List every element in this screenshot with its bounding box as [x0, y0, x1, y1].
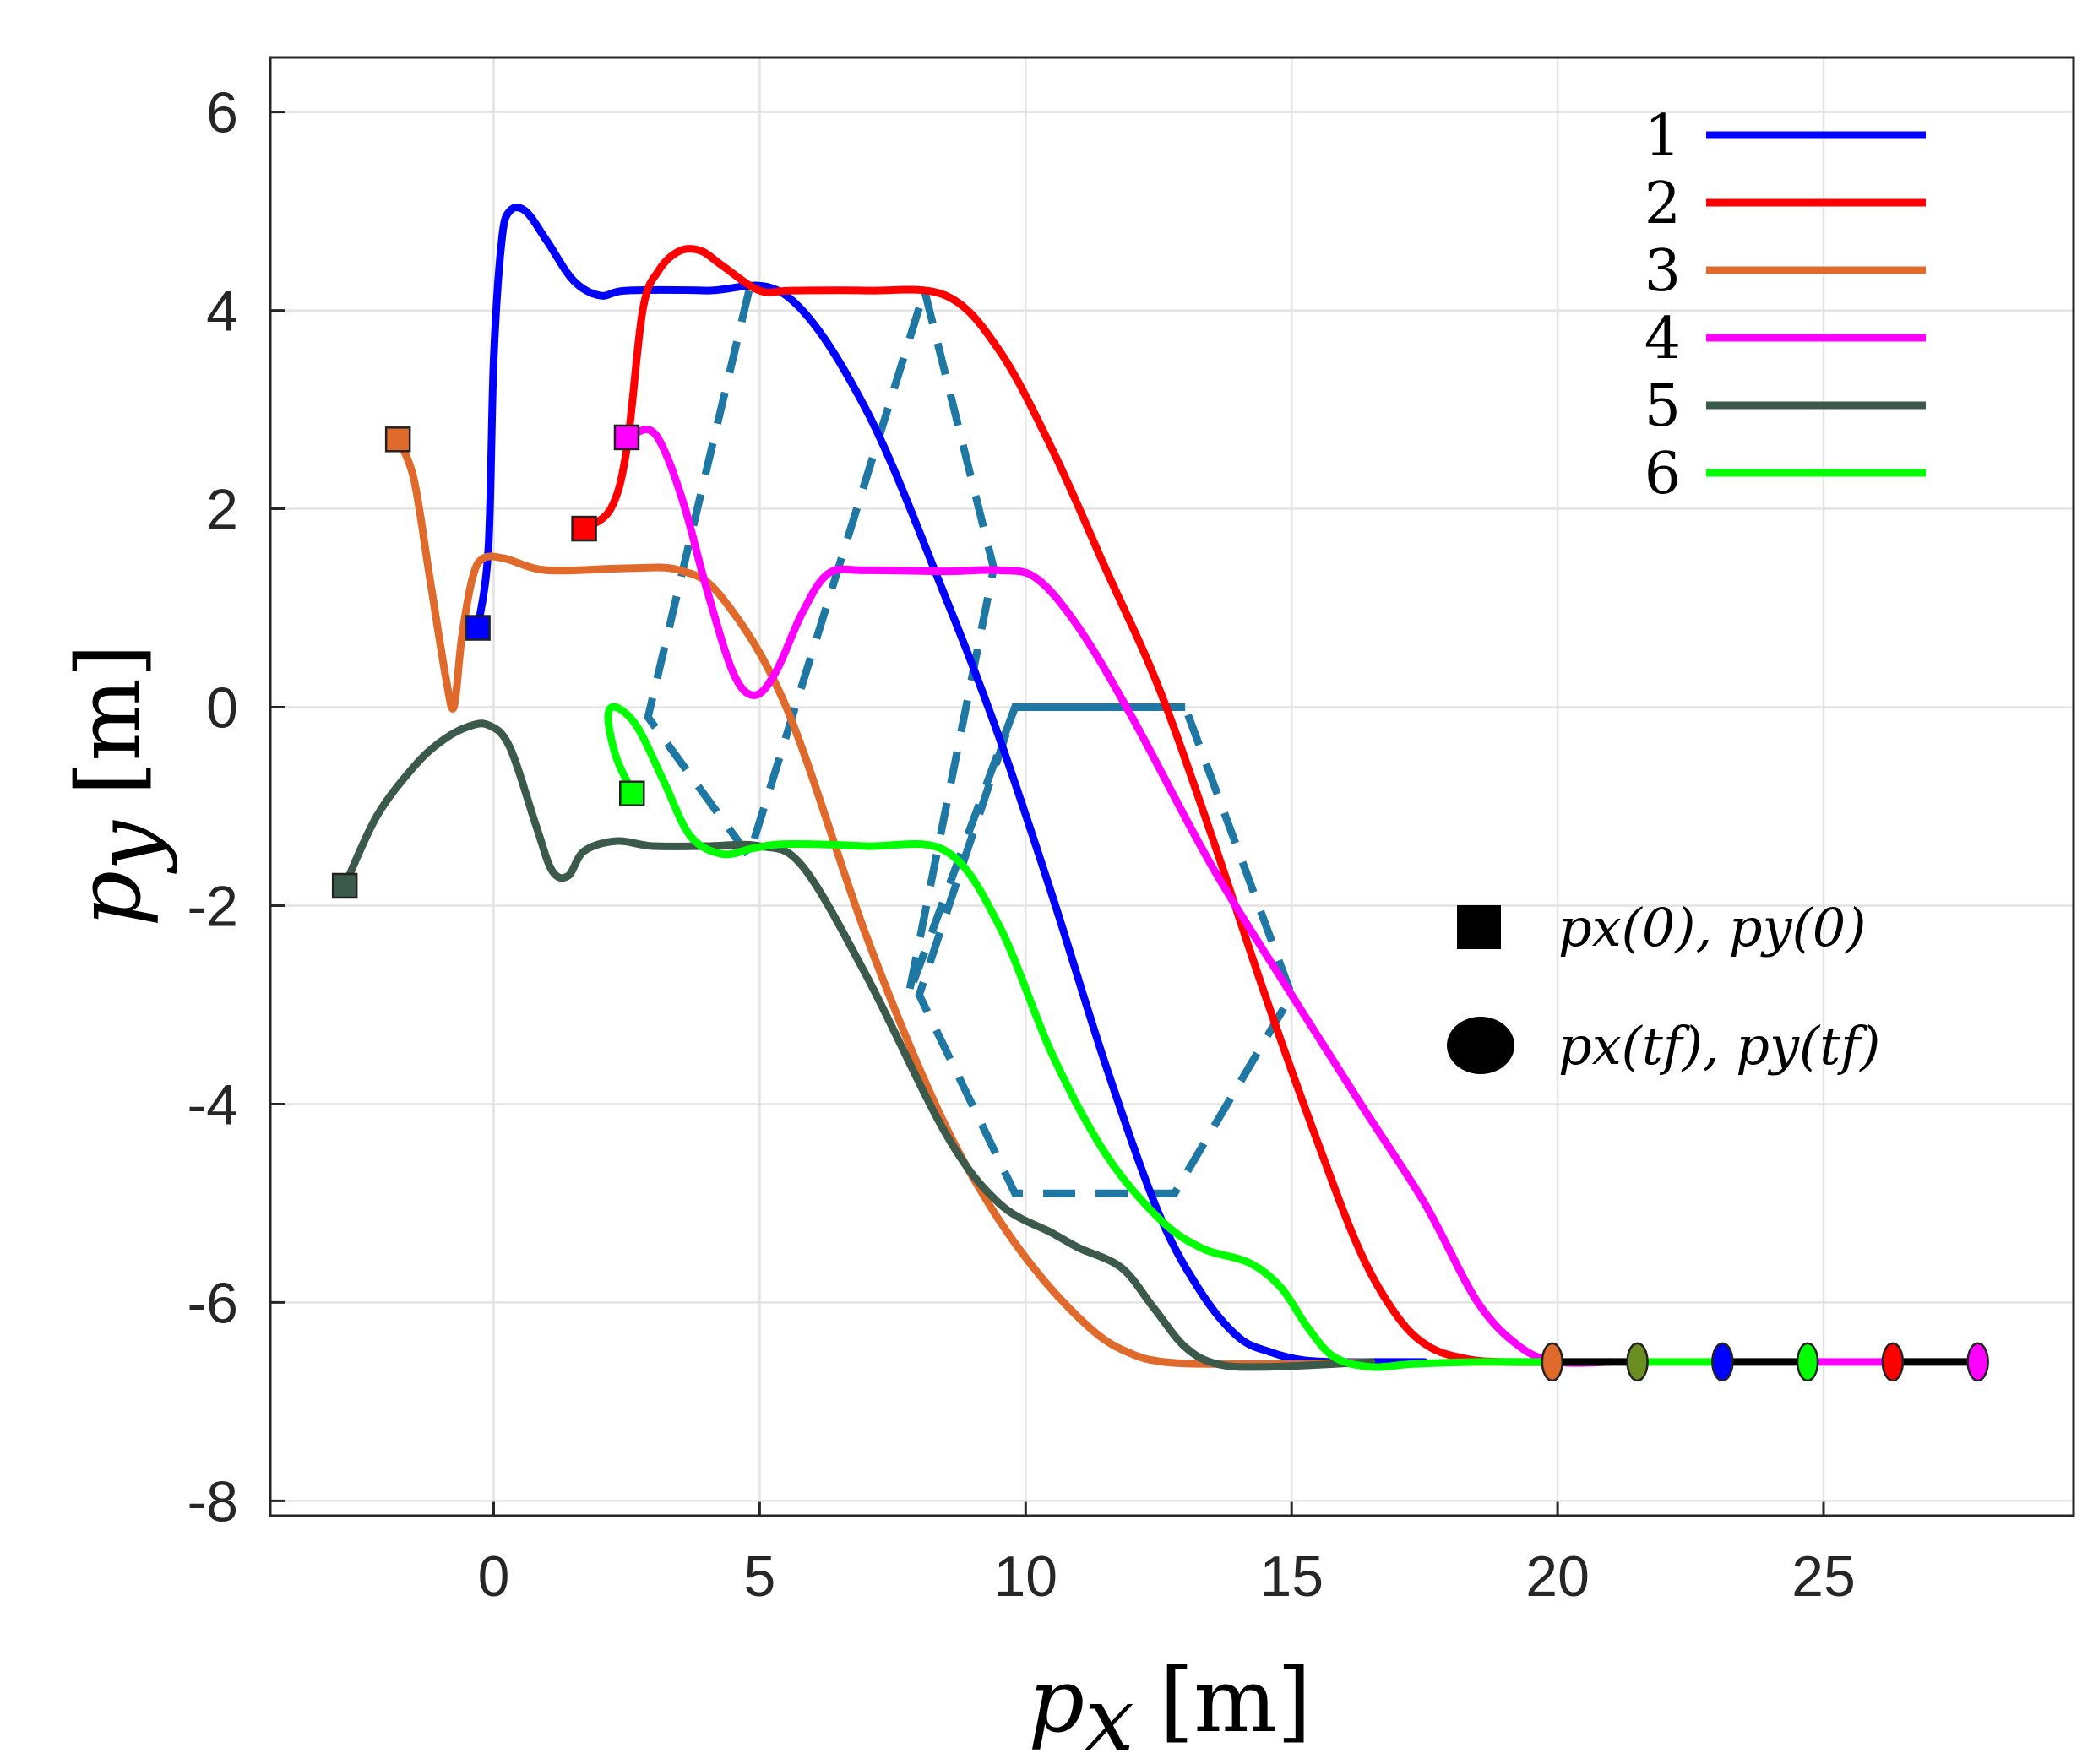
x-tick-label: 20 [1525, 1544, 1590, 1609]
end-marker-3 [1541, 1342, 1564, 1382]
marker-legend: px(0), py(0) px(tf), py(tf) [1447, 897, 1880, 1077]
x-tick-label: 25 [1791, 1544, 1856, 1609]
y-axis-label: py [m] [57, 643, 179, 926]
start-marker-4 [613, 424, 640, 451]
legend-label-3: 3 [1644, 238, 1681, 305]
y-tick-label: -4 [188, 1072, 238, 1137]
x-tick-label: 5 [743, 1544, 775, 1609]
end-marker-2 [1881, 1342, 1905, 1382]
legend-label-4: 4 [1644, 306, 1681, 372]
trajectory-1 [474, 204, 1429, 1366]
x-axis-label-unit: [m] [1160, 1649, 1312, 1752]
end-markers [1541, 1342, 1989, 1382]
y-tick-label: 4 [206, 280, 238, 344]
y-tick-label: 6 [206, 81, 238, 145]
x-axis-label-var: p [1029, 1649, 1085, 1752]
y-axis-label-unit: [m] [57, 643, 160, 795]
x-tick-label: 10 [993, 1544, 1057, 1609]
start-marker-5 [331, 872, 358, 899]
end-marker-5 [1626, 1342, 1649, 1382]
marker-legend-end-label: px(tf), py(tf) [1558, 1015, 1880, 1077]
x-tick-label: 0 [478, 1544, 510, 1609]
legend-label-1: 1 [1644, 103, 1681, 170]
end-marker-4 [1966, 1342, 1989, 1382]
x-axis-label-sub: x [1085, 1668, 1134, 1764]
trajectory-lines [340, 204, 1615, 1371]
legend-label-5: 5 [1644, 373, 1681, 440]
trajectory-6 [604, 703, 1562, 1371]
y-axis-label-var: p [57, 871, 160, 927]
end-marker-6 [1796, 1342, 1819, 1382]
start-marker-2 [571, 515, 597, 542]
start-marker-1 [465, 615, 491, 641]
legend-label-2: 2 [1644, 171, 1681, 237]
legend-label-6: 6 [1644, 441, 1681, 507]
marker-legend-square [1457, 905, 1501, 949]
y-tick-label: -8 [188, 1469, 238, 1533]
y-tick-label: 2 [206, 478, 238, 542]
y-tick-label: -2 [188, 874, 238, 938]
y-tick-label: 0 [206, 676, 238, 741]
end-marker-1 [1711, 1342, 1734, 1382]
grid [270, 57, 2074, 1516]
x-axis-label: px [m] [1029, 1649, 1312, 1764]
trajectory-3 [394, 435, 1376, 1369]
marker-legend-start-label: px(0), py(0) [1558, 897, 1866, 958]
plot-frame [269, 56, 2075, 1517]
start-marker-6 [619, 780, 645, 806]
trajectory-4 [622, 425, 1615, 1367]
y-axis-label-sub: y [76, 820, 179, 874]
marker-legend-circle [1447, 1017, 1514, 1074]
x-tick-label: 15 [1259, 1544, 1324, 1609]
dashed-reference-path-line [644, 276, 1297, 1197]
start-markers [331, 424, 645, 899]
start-marker-3 [384, 426, 411, 453]
trajectory-2 [580, 245, 1562, 1366]
dashed-reference-path [644, 276, 1297, 1197]
y-tick-label: -6 [188, 1271, 238, 1335]
